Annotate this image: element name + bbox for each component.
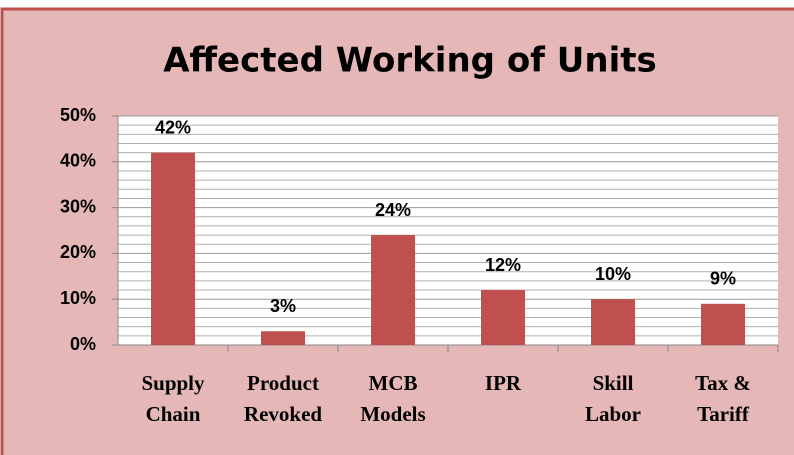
x-tick-label: Skill <box>593 371 634 395</box>
chart-title: Affected Working of Units <box>163 41 657 81</box>
y-tick-label: 20% <box>60 242 96 262</box>
x-tick-label: Tax & <box>695 371 751 395</box>
y-tick-label: 10% <box>60 288 96 308</box>
x-tick-label: Product <box>247 371 319 395</box>
x-tick-label: Chain <box>146 402 201 426</box>
y-tick-label: 50% <box>60 105 96 125</box>
y-tick-label: 0% <box>70 334 96 354</box>
bar <box>151 152 195 345</box>
x-tick-label: MCB <box>369 371 418 395</box>
x-tick-label: Tariff <box>697 402 750 426</box>
bar <box>481 290 525 345</box>
value-label: 42% <box>155 117 191 137</box>
x-tick-label: Revoked <box>244 402 322 426</box>
y-tick-label: 30% <box>60 196 96 216</box>
x-tick-label: Models <box>360 402 425 426</box>
y-tick-label: 40% <box>60 151 96 171</box>
value-label: 3% <box>270 296 296 316</box>
value-label: 10% <box>595 264 631 284</box>
bar <box>591 299 635 345</box>
x-tick-label: Labor <box>585 402 641 426</box>
x-tick-label: Supply <box>141 371 205 395</box>
bar <box>371 235 415 345</box>
value-label: 9% <box>710 269 736 289</box>
bar <box>261 331 305 345</box>
plot-area <box>118 116 778 345</box>
bar <box>701 303 745 345</box>
x-tick-label: IPR <box>485 371 522 395</box>
value-label: 24% <box>375 200 411 220</box>
value-label: 12% <box>485 255 521 275</box>
